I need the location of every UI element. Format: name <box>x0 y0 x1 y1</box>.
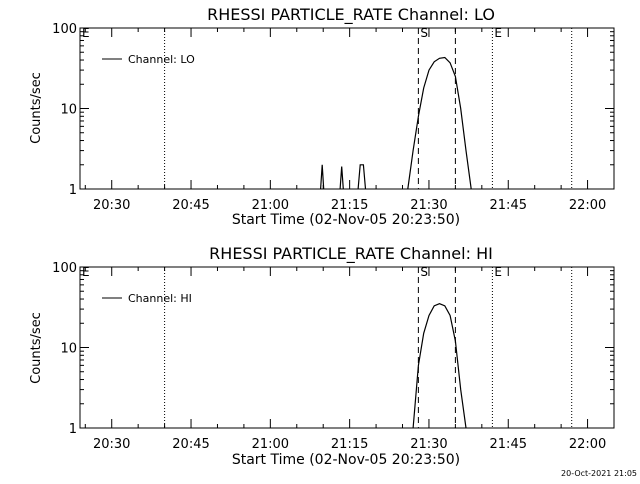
x-tick-label: 21:45 <box>490 198 527 213</box>
legend: Channel: HI <box>102 292 192 305</box>
x-tick-label: 20:45 <box>172 437 209 452</box>
marker-label: S <box>420 26 428 40</box>
y-axis-label: Counts/sec <box>29 72 44 144</box>
x-tick-label: 21:00 <box>252 437 289 452</box>
series-line <box>339 166 344 190</box>
x-tick-label: 21:15 <box>331 437 368 452</box>
x-tick-label: 21:00 <box>252 198 289 213</box>
series-line <box>357 164 367 190</box>
y-tick-label: 1 <box>69 183 77 198</box>
legend-label: Channel: LO <box>128 53 195 66</box>
x-axis-label: Start Time (02-Nov-05 20:23:50) <box>232 452 460 468</box>
x-axis-label: Start Time (02-Nov-05 20:23:50) <box>232 212 460 228</box>
legend: Channel: LO <box>102 53 195 66</box>
panel-hi: RHESSI PARTICLE_RATE Channel: HI Start T… <box>29 244 615 468</box>
x-tick-label: 21:30 <box>410 437 447 452</box>
x-tick-label: 20:45 <box>172 198 209 213</box>
x-tick-label: 21:15 <box>331 198 368 213</box>
panel-lo: RHESSI PARTICLE_RATE Channel: LO Start T… <box>29 5 615 228</box>
x-tick-label: 22:00 <box>569 437 606 452</box>
chart-title: RHESSI PARTICLE_RATE Channel: HI <box>209 244 493 264</box>
marker-label: E <box>494 26 502 40</box>
marker-label: S <box>420 265 428 279</box>
y-tick-label: 10 <box>60 342 77 357</box>
series-line <box>412 303 467 429</box>
x-tick-label: 22:00 <box>569 198 606 213</box>
marker-label: E <box>494 265 502 279</box>
chart-title: RHESSI PARTICLE_RATE Channel: LO <box>207 5 495 25</box>
series-line <box>407 56 472 190</box>
legend-label: Channel: HI <box>128 292 192 305</box>
x-tick-label: 20:30 <box>93 198 130 213</box>
y-tick-label: 1 <box>69 422 77 437</box>
marker-label: E <box>82 26 90 40</box>
marker-label: E <box>82 265 90 279</box>
generation-timestamp: 20-Oct-2021 21:05 <box>561 469 637 478</box>
y-tick-label: 100 <box>52 22 77 37</box>
y-axis-label: Counts/sec <box>29 312 44 384</box>
x-tick-label: 20:30 <box>93 437 130 452</box>
y-tick-label: 10 <box>60 103 77 118</box>
x-tick-label: 21:30 <box>410 198 447 213</box>
x-tick-label: 21:45 <box>490 437 527 452</box>
y-tick-label: 100 <box>52 261 77 276</box>
series-line <box>320 164 325 190</box>
